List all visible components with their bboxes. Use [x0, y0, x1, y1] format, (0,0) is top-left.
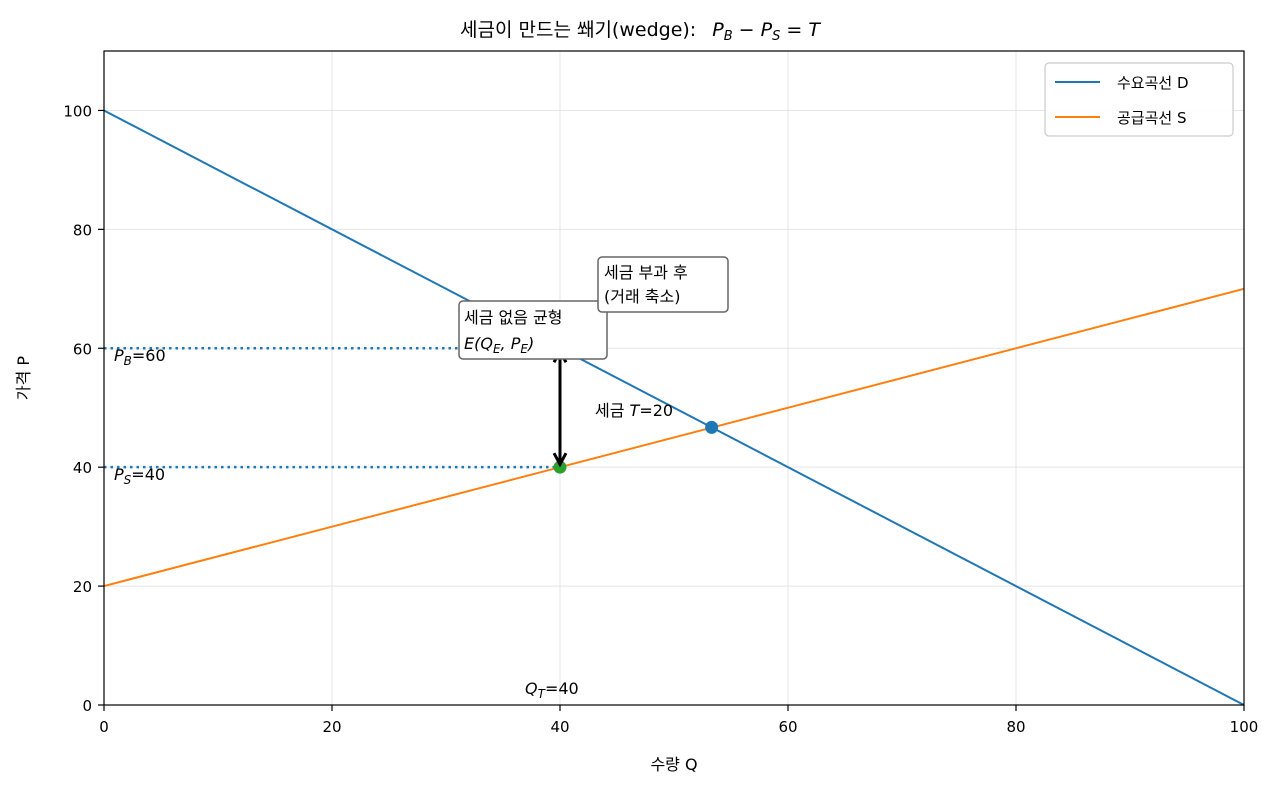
- qt-label-sub: T: [538, 687, 547, 701]
- pb-label: PB=60: [114, 346, 166, 368]
- series-line-demand: [103, 109, 1245, 706]
- ann-e-part1: E(Q: [464, 334, 493, 353]
- x-tick-label: 0: [99, 718, 109, 736]
- tax-label: 세금 T=20: [595, 401, 673, 420]
- y-tick-label: 100: [63, 102, 92, 120]
- legend-label-demand: 수요곡선 D: [1117, 74, 1189, 92]
- annotation-after-tax-line1: 세금 부과 후: [604, 263, 688, 282]
- x-tick-label: 100: [1230, 718, 1259, 736]
- qt-label-value: =40: [545, 679, 579, 698]
- x-tick-label: 60: [778, 718, 797, 736]
- pb-label-value: =60: [132, 346, 166, 365]
- annotation-after-tax-box: [597, 256, 729, 313]
- x-tick-label: 20: [322, 718, 341, 736]
- x-axis-title: 수량 Q: [650, 755, 697, 774]
- y-tick-label: 20: [73, 578, 92, 596]
- ann-e-sub1: E: [493, 342, 501, 356]
- legend: 수요곡선 D 공급곡선 S: [1044, 62, 1234, 137]
- title-math-ps: P: [761, 19, 773, 41]
- qt-label-var: Q: [525, 679, 538, 698]
- chart-title: 세금이 만드는 쐐기(wedge): PB − PS = T: [460, 19, 821, 44]
- qt-label: QT=40: [525, 679, 579, 701]
- y-tick-label: 40: [73, 459, 92, 477]
- annotation-no-tax-line1: 세금 없음 균형: [464, 308, 563, 327]
- plot-frame: [103, 50, 1245, 706]
- tax-label-value: =20: [639, 401, 673, 420]
- x-tick-label: 40: [550, 718, 569, 736]
- y-tick-label: 0: [82, 697, 92, 715]
- ps-label-var: P: [114, 465, 124, 484]
- title-math-pb: P: [712, 19, 724, 41]
- title-math-minus: −: [733, 19, 761, 41]
- y-axis: 0 20 40 60 80 100: [63, 102, 104, 715]
- x-tick-label: 80: [1006, 718, 1025, 736]
- ps-label-value: =40: [131, 465, 165, 484]
- title-math-t: T: [808, 19, 821, 41]
- plot-area: [104, 51, 1244, 705]
- y-tick-label: 80: [73, 221, 92, 239]
- ps-label-sub: S: [124, 473, 132, 487]
- x-axis: 0 20 40 60 80 100: [99, 705, 1258, 736]
- equilibrium-point: [705, 420, 719, 434]
- annotation-after-tax-line2: (거래 축소): [604, 287, 680, 306]
- title-math-equals: =: [780, 19, 808, 41]
- ann-e-sub2: E: [520, 342, 528, 356]
- ann-e-part2: , P: [501, 334, 521, 353]
- ann-e-part3: ): [527, 334, 534, 353]
- annotation-no-tax-line2: E(QE, PE): [464, 334, 534, 356]
- tax-label-var: T: [630, 401, 641, 420]
- title-math-pb-sub: B: [724, 29, 733, 44]
- title-math-ps-sub: S: [772, 29, 780, 44]
- y-axis-title: 가격 P: [14, 356, 33, 401]
- y-tick-label: 60: [73, 340, 92, 358]
- ps-label: PS=40: [114, 465, 165, 487]
- arrow-head-bottom: [552, 452, 568, 468]
- pb-label-sub: B: [124, 354, 132, 368]
- pb-label-var: P: [114, 346, 124, 365]
- annotation-after-tax: 세금 부과 후 (거래 축소): [597, 256, 729, 313]
- annotation-no-tax: 세금 없음 균형 E(QE, PE): [458, 300, 608, 360]
- annotation-no-tax-box: [458, 300, 608, 360]
- chart-title-text: 세금이 만드는 쐐기(wedge):: [460, 19, 696, 41]
- tax-label-prefix: 세금: [595, 401, 630, 420]
- legend-label-supply: 공급곡선 S: [1117, 109, 1187, 127]
- series-line-supply: [103, 287, 1245, 588]
